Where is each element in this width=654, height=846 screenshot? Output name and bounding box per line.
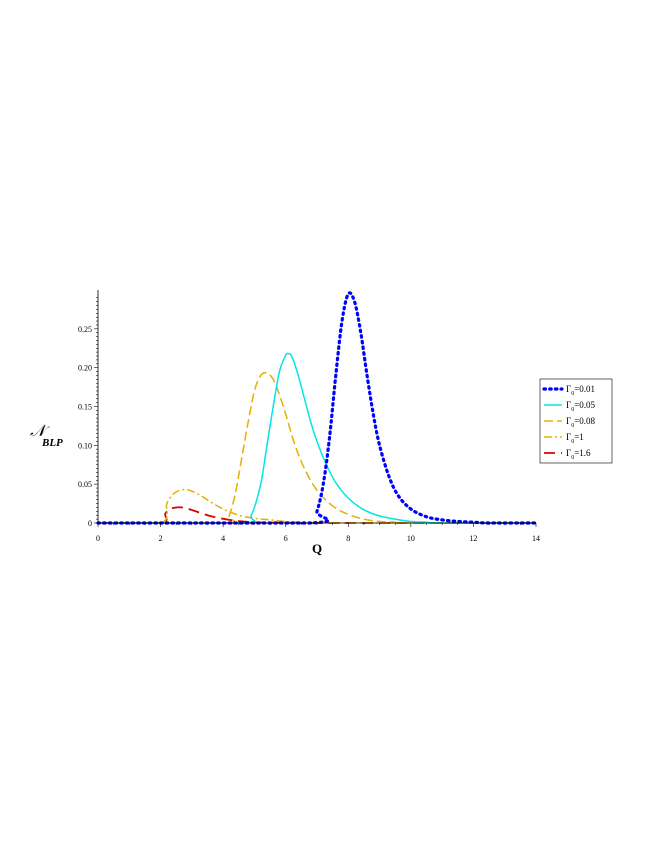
x-tick-label: 8 bbox=[346, 534, 350, 543]
x-tick-label: 2 bbox=[159, 534, 163, 543]
axes bbox=[97, 290, 536, 524]
legend-label: Γ0=1 bbox=[566, 432, 584, 445]
y-tick-label: 0 bbox=[88, 519, 92, 528]
series-line bbox=[97, 352, 536, 524]
series-line bbox=[97, 372, 536, 524]
legend-label: Γ0=0.01 bbox=[566, 384, 595, 397]
legend-label: Γ0=0.08 bbox=[566, 416, 596, 429]
y-tick-label: 0.15 bbox=[78, 403, 92, 412]
y-tick-label: 0.05 bbox=[78, 480, 92, 489]
x-tick-label: 14 bbox=[532, 534, 540, 543]
x-tick-label: 0 bbox=[96, 534, 100, 543]
y-ticks: 0 0.05 0.10 0.15 0.20 0.25 bbox=[78, 297, 98, 528]
y-axis-label: 𝒩 BLP bbox=[30, 423, 63, 449]
plot-curves bbox=[96, 291, 538, 525]
x-ticks: 0 2 4 6 8 10 12 14 bbox=[96, 523, 540, 543]
legend-label: Γ0=0.05 bbox=[566, 400, 596, 413]
series-line bbox=[96, 291, 538, 525]
x-tick-label: 12 bbox=[469, 534, 477, 543]
x-tick-label: 6 bbox=[284, 534, 288, 543]
y-axis-label-subscript: BLP bbox=[41, 437, 63, 449]
y-tick-label: 0.10 bbox=[78, 441, 92, 450]
legend-label: Γ0=1.6 bbox=[566, 448, 591, 461]
y-tick-label: 0.25 bbox=[78, 325, 92, 334]
x-tick-label: 4 bbox=[221, 534, 225, 543]
x-tick-label: 10 bbox=[407, 534, 415, 543]
legend: Γ0=0.01 Γ0=0.05 Γ0=0.08 Γ0=1 Γ0=1.6 bbox=[539, 378, 613, 464]
y-tick-label: 0.20 bbox=[78, 364, 92, 373]
x-axis-label: Q bbox=[312, 541, 322, 556]
y-axis-label-symbol: 𝒩 bbox=[30, 423, 50, 440]
